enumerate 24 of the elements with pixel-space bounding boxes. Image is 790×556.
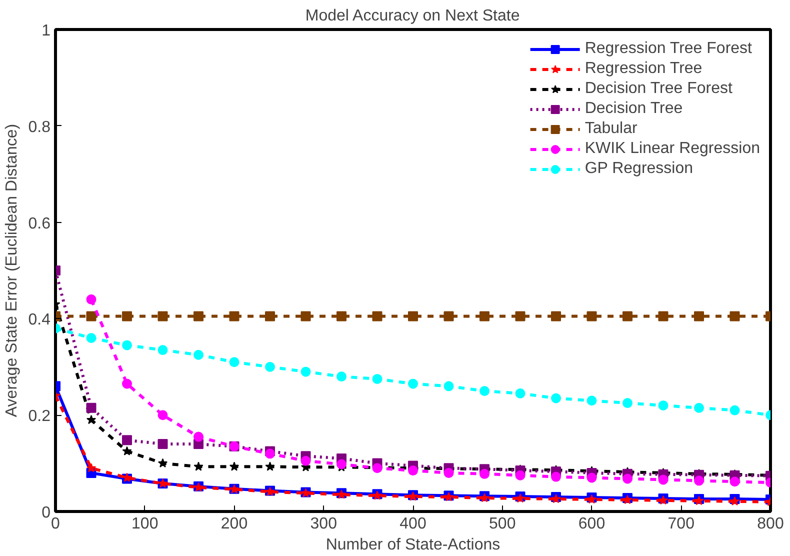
legend-label: Decision Tree bbox=[584, 100, 683, 118]
x-axis-title: Number of State-Actions bbox=[326, 536, 500, 554]
x-tick-label: 400 bbox=[400, 516, 426, 532]
x-tick-label: 200 bbox=[220, 516, 248, 532]
x-tick-label: 300 bbox=[310, 516, 338, 532]
y-tick-label: 1 bbox=[42, 22, 51, 40]
chart-title: Model Accuracy on Next State bbox=[305, 8, 520, 24]
y-tick-label: 0.4 bbox=[28, 312, 51, 329]
x-tick-label: 800 bbox=[757, 516, 784, 532]
legend-label: Regression Tree Forest bbox=[584, 40, 752, 58]
y-axis-title: Average State Error (Euclidean Distance) bbox=[3, 124, 20, 418]
legend-label: Decision Tree Forest bbox=[584, 80, 732, 98]
legend-label: Regression Tree bbox=[584, 60, 702, 78]
y-tick-label: 0.6 bbox=[28, 215, 51, 232]
legend-label: KWIK Linear Regression bbox=[584, 140, 760, 158]
y-tick-label: 0.2 bbox=[28, 408, 51, 426]
x-tick-label: 700 bbox=[668, 516, 695, 532]
y-tick-label: 0 bbox=[42, 504, 51, 522]
legend-label: GP Regression bbox=[584, 160, 694, 178]
y-tick-label: 0.8 bbox=[28, 118, 51, 136]
x-tick-label: 100 bbox=[132, 516, 158, 532]
legend-label: Tabular bbox=[584, 120, 638, 138]
x-tick-label: 500 bbox=[489, 516, 516, 532]
x-tick-label: 600 bbox=[578, 516, 606, 532]
